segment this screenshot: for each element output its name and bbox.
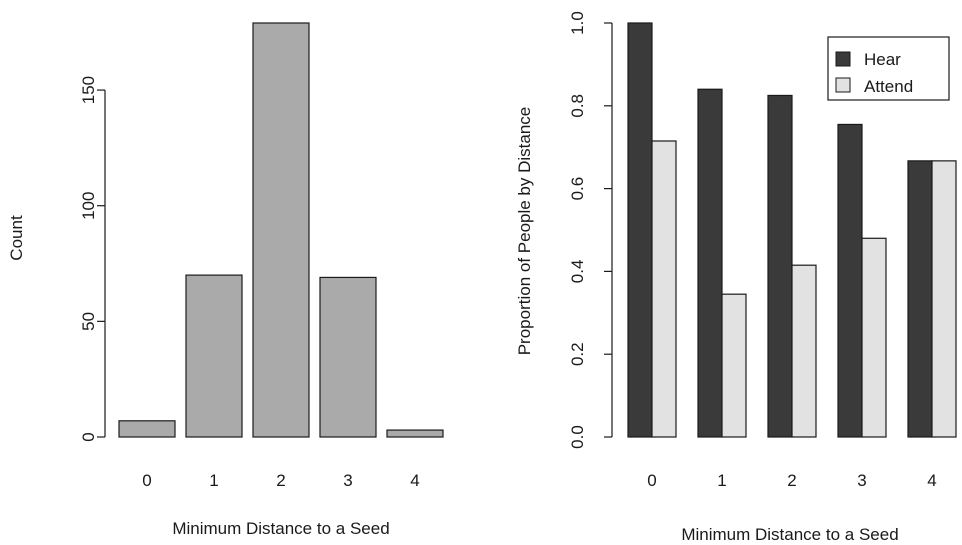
proportion-y-tick-label: 0.6	[568, 177, 587, 201]
proportion-x-tick-3: 3	[857, 471, 866, 490]
count-bar-1	[185, 274, 243, 438]
count-x-tick-4: 4	[410, 471, 419, 490]
proportion-y-axis: 0.0 0.2 0.4 0.6 0.8 1.0	[568, 11, 613, 449]
count-bar-4	[386, 429, 444, 438]
count-y-tick-label: 150	[79, 76, 98, 104]
proportion-y-tick-label: 0.8	[568, 94, 587, 118]
bar-hear-3	[837, 123, 863, 438]
count-y-axis: 0 50 100 150	[79, 76, 106, 442]
legend-swatch-hear	[835, 51, 851, 67]
legend-swatch-attend	[835, 77, 851, 93]
count-y-axis-label: Count	[7, 215, 26, 261]
bar-attend-2	[791, 264, 817, 438]
count-x-tick-1: 1	[209, 471, 218, 490]
proportion-chart: 0.0 0.2 0.4 0.6 0.8 1.0 0 1 2 3 4 Minimum Distanc…	[515, 11, 957, 544]
bar-attend-4	[931, 160, 957, 438]
count-y-tick-label: 50	[79, 312, 98, 331]
proportion-y-tick-label: 0.4	[568, 260, 587, 284]
legend: Hear Attend	[827, 36, 950, 101]
count-bar-2	[252, 22, 310, 438]
proportion-x-tick-0: 0	[647, 471, 656, 490]
proportion-y-tick-label: 0.0	[568, 425, 587, 449]
count-y-tick-label: 100	[79, 192, 98, 220]
count-y-tick-label: 0	[79, 432, 98, 441]
count-bar-3	[319, 276, 377, 438]
proportion-bars	[627, 22, 957, 438]
count-x-tick-2: 2	[276, 471, 285, 490]
proportion-y-axis-label: Proportion of People by Distance	[515, 107, 534, 356]
count-x-axis-label: Minimum Distance to a Seed	[172, 519, 389, 538]
proportion-x-tick-4: 4	[927, 471, 936, 490]
proportion-x-tick-labels: 0 1 2 3 4	[647, 471, 936, 490]
proportion-x-tick-1: 1	[717, 471, 726, 490]
bar-attend-3	[861, 237, 887, 438]
proportion-x-tick-2: 2	[787, 471, 796, 490]
count-chart: 0 50 100 150 0 1 2 3 4 Minimum Distance to a Se…	[7, 22, 444, 538]
count-x-tick-0: 0	[142, 471, 151, 490]
proportion-x-axis-label: Minimum Distance to a Seed	[681, 525, 898, 544]
proportion-y-tick-label: 0.2	[568, 342, 587, 366]
bar-hear-0	[627, 22, 653, 438]
legend-label-hear: Hear	[864, 50, 901, 69]
bar-hear-4	[907, 160, 933, 438]
count-x-tick-3: 3	[343, 471, 352, 490]
count-bars	[118, 22, 444, 438]
bar-attend-0	[651, 140, 677, 438]
proportion-y-tick-label: 1.0	[568, 11, 587, 35]
count-x-tick-labels: 0 1 2 3 4	[142, 471, 419, 490]
bar-hear-1	[697, 88, 723, 438]
bar-hear-2	[767, 94, 793, 438]
legend-label-attend: Attend	[864, 77, 913, 96]
bar-attend-1	[721, 293, 747, 438]
count-bar-0	[118, 420, 176, 438]
